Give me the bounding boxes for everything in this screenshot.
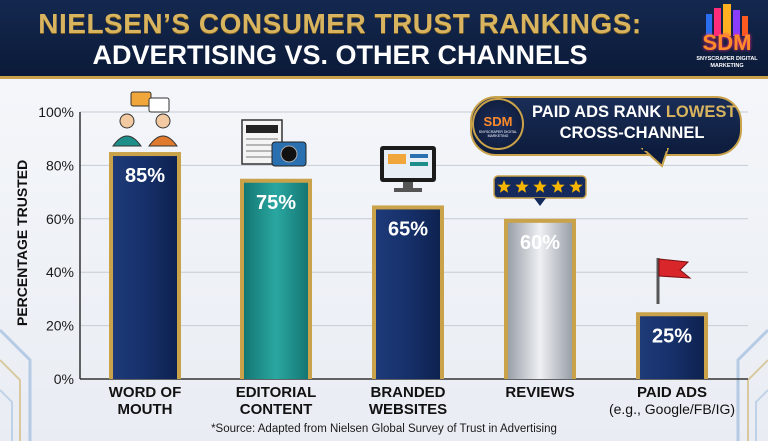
- x-tick-label: EDITORIAL CONTENT: [206, 384, 346, 418]
- corner-decoration: [736, 328, 768, 441]
- x-tick-label-line2: WEBSITES: [368, 401, 448, 418]
- x-tick-label-line2: (e.g., Google/FB/IG): [608, 401, 736, 417]
- x-tick-label: PAID ADS (e.g., Google/FB/IG): [602, 384, 742, 418]
- x-tick-label-line1: BRANDED: [370, 384, 446, 401]
- x-tick-label-line2: MOUTH: [117, 401, 173, 418]
- x-tick-label-line1: REVIEWS: [505, 384, 575, 401]
- rating-pointer: [534, 198, 546, 206]
- callout-heading: PAID ADS RANK LOWEST: [532, 103, 736, 122]
- screen-block: [410, 154, 428, 158]
- bar-value-label: 60%: [520, 232, 560, 254]
- five-star-rating-icon: [493, 175, 587, 206]
- y-tick-label: 80%: [46, 157, 74, 173]
- x-tick-label-line1: PAID ADS: [636, 384, 707, 401]
- bar-value-label: 85%: [125, 165, 165, 187]
- callout-logo-subtitle: SNYSCRAPER DIGITAL MARKETING: [478, 130, 518, 138]
- monitor-stand: [394, 188, 422, 192]
- bar-value-label: 25%: [652, 325, 692, 347]
- red-flag-icon: [656, 258, 692, 304]
- y-tick-label: 20%: [46, 318, 74, 334]
- source-note: *Source: Adapted from Nielsen Global Sur…: [211, 423, 557, 435]
- callout-heading-part1: PAID ADS RANK: [532, 103, 666, 121]
- x-tick-label: BRANDED WEBSITES: [338, 384, 478, 418]
- star-icon: [551, 180, 565, 193]
- callout-heading-emphasis: LOWEST: [665, 103, 737, 121]
- monitor-icon: [380, 146, 436, 192]
- x-tick-label-line1: WORD OF: [108, 384, 182, 401]
- y-tick-label: 0%: [54, 371, 74, 387]
- x-tick-label-line1: EDITORIAL: [235, 384, 317, 401]
- y-tick-label: 100%: [38, 104, 74, 120]
- newspaper-camera-icon: [241, 119, 307, 167]
- callout-pointer: [640, 148, 670, 168]
- star-icon: [497, 180, 511, 193]
- chat-bubble-icon: [130, 91, 152, 107]
- screen-block: [388, 154, 406, 164]
- y-tick-label: 40%: [46, 264, 74, 280]
- logo-text: SDM: [702, 30, 752, 55]
- x-tick-label-line2: CONTENT: [239, 401, 313, 418]
- flag-cloth: [658, 258, 692, 279]
- person-body-icon: [112, 135, 142, 147]
- screen-block: [410, 162, 428, 166]
- camera-lens: [280, 145, 298, 163]
- title-line-1: NIELSEN’S CONSUMER TRUST RANKINGS:: [38, 8, 642, 39]
- bar-value-label: 65%: [388, 218, 428, 240]
- bar: [244, 182, 308, 379]
- y-axis-title: PERCENTAGE TRUSTED: [14, 159, 30, 326]
- callout-logo-icon: [472, 98, 524, 150]
- star-icon: [569, 180, 583, 193]
- logo-subtitle: SNYSCRAPER DIGITAL MARKETING: [696, 56, 758, 69]
- bar-value-label: 75%: [256, 192, 296, 214]
- person-body-icon: [148, 135, 178, 147]
- monitor-neck: [403, 182, 413, 188]
- corner-decoration: [0, 328, 32, 441]
- person-head-icon: [119, 113, 135, 129]
- x-tick-label: WORD OF MOUTH: [75, 384, 215, 418]
- header-banner: [0, 0, 768, 79]
- bar: [376, 209, 440, 379]
- bar: [640, 316, 704, 379]
- newspaper-headline: [246, 125, 278, 133]
- chat-people-icon: [112, 91, 178, 147]
- x-tick-label: REVIEWS: [470, 384, 610, 401]
- star-icon: [533, 180, 547, 193]
- callout-logo-text: SDM: [483, 114, 513, 129]
- title-line-2: ADVERTISING VS. OTHER CHANNELS: [92, 40, 588, 70]
- y-tick-label: 60%: [46, 211, 74, 227]
- bar: [113, 156, 177, 379]
- chat-bubble-icon: [148, 97, 170, 113]
- star-icon: [515, 180, 529, 193]
- bar: [508, 222, 572, 379]
- callout-subheading: CROSS-CHANNEL: [559, 124, 705, 142]
- sdm-logo-icon: [706, 4, 748, 36]
- person-head-icon: [155, 113, 171, 129]
